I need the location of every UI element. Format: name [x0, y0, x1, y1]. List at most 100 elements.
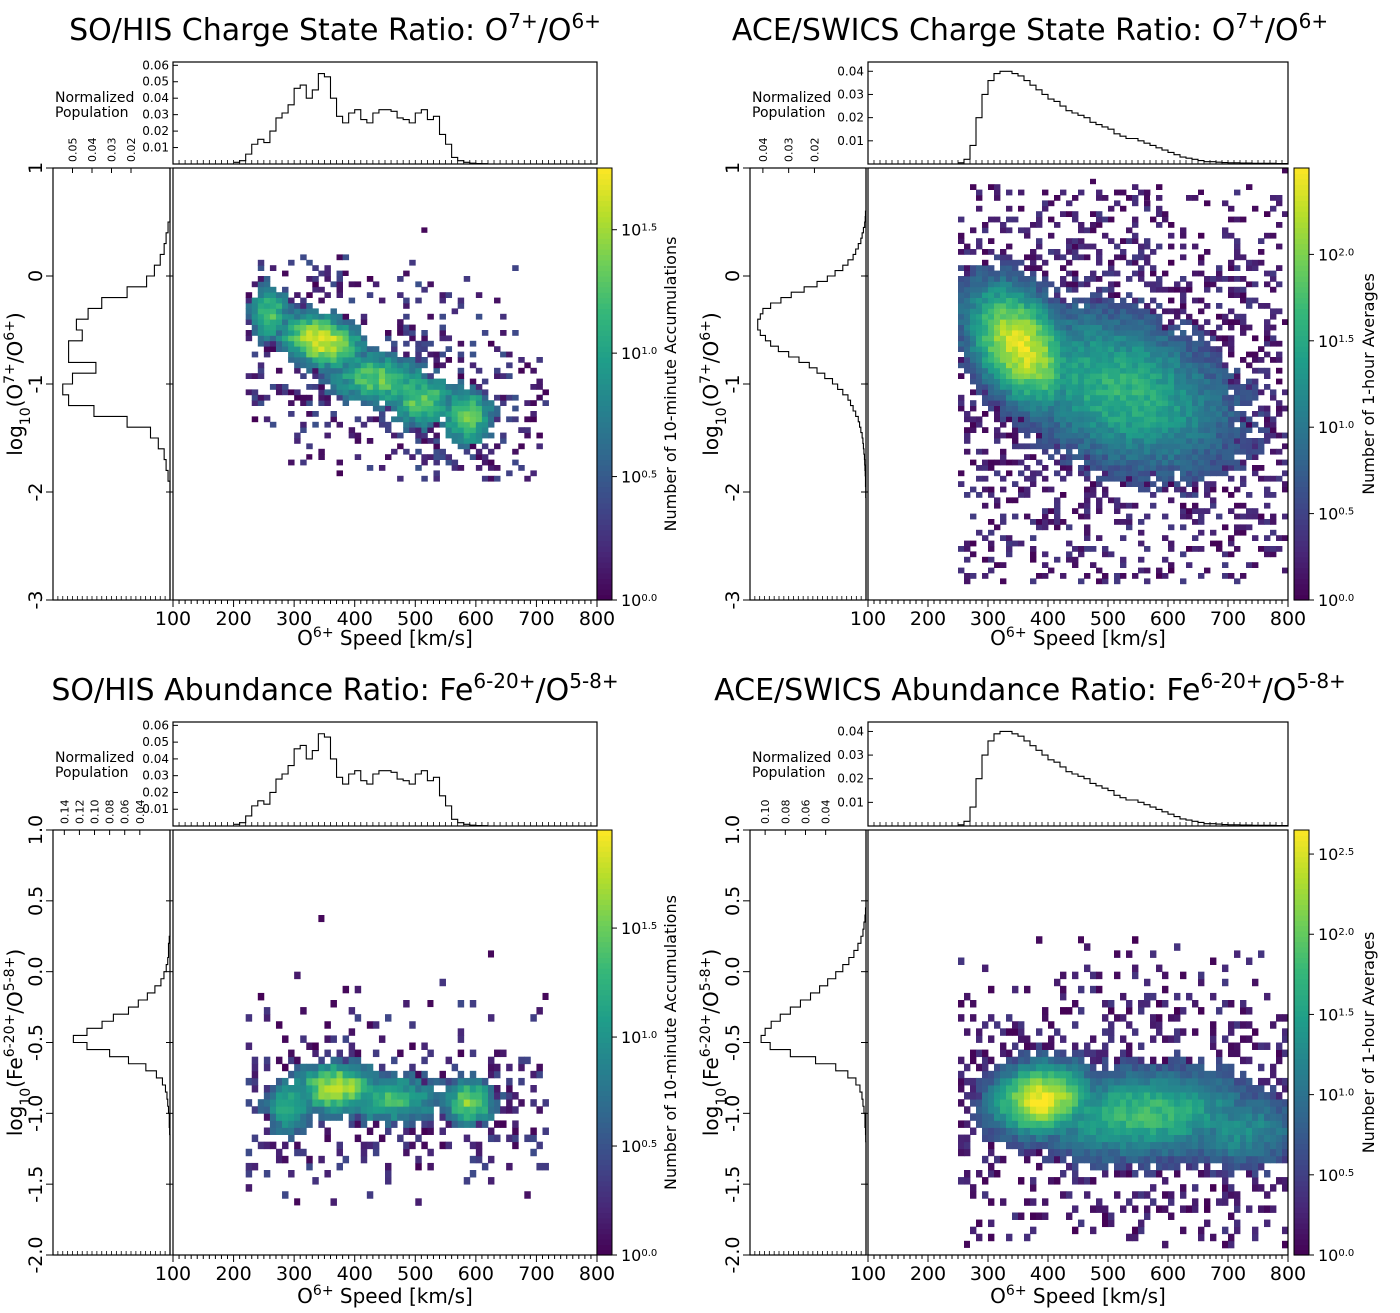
- heatmap-cell: [1066, 211, 1073, 217]
- heatmap-cell: [1126, 1113, 1133, 1121]
- heatmap-cell: [336, 1049, 343, 1058]
- heatmap-cell: [1060, 459, 1067, 466]
- heatmap-cell: [487, 400, 495, 406]
- heatmap-cell: [1156, 432, 1163, 439]
- heatmap-cell: [1024, 227, 1031, 234]
- heatmap-cell: [1120, 1099, 1127, 1107]
- heatmap-cell: [1222, 524, 1229, 531]
- x-tick-label: 800: [1270, 608, 1306, 630]
- heatmap-cell: [330, 340, 337, 347]
- heatmap-cell: [976, 362, 983, 369]
- heatmap-cell: [487, 1056, 495, 1065]
- heatmap-cell: [1204, 286, 1211, 293]
- heatmap-cell: [1048, 324, 1055, 331]
- heatmap-cell: [336, 254, 343, 261]
- heatmap-cell: [385, 1120, 392, 1128]
- heatmap-cell: [976, 313, 983, 320]
- heatmap-cell: [1036, 384, 1043, 390]
- heatmap-cell: [982, 502, 989, 509]
- heatmap-cell: [336, 389, 343, 396]
- heatmap-cell: [1156, 243, 1163, 250]
- heatmap-cell: [1198, 232, 1205, 239]
- heatmap-cell: [397, 400, 404, 406]
- heatmap-cell: [1072, 1162, 1079, 1171]
- heatmap-cell: [1132, 421, 1139, 428]
- heatmap-cell: [269, 1085, 277, 1093]
- heatmap-cell: [1036, 265, 1043, 271]
- heatmap-cell: [1270, 232, 1277, 239]
- heatmap-cell: [1198, 270, 1205, 277]
- heatmap-cell: [976, 346, 983, 352]
- colorbar-tick-label: 100.5: [1318, 505, 1354, 524]
- heatmap-cell: [372, 1099, 380, 1107]
- heatmap-cell: [1006, 551, 1013, 558]
- heatmap-cell: [1042, 319, 1049, 325]
- heatmap-cell: [397, 1049, 404, 1058]
- heatmap-cell: [1024, 384, 1031, 390]
- heatmap-cell: [1228, 394, 1235, 401]
- heatmap-cell: [1228, 540, 1235, 547]
- x-tick-label: 300: [276, 608, 312, 630]
- heatmap-cell: [1270, 389, 1277, 396]
- colorbar-segment: [597, 529, 612, 536]
- heatmap-cell: [1156, 276, 1163, 282]
- heatmap-cell: [1150, 502, 1157, 509]
- heatmap-cell: [1126, 1155, 1133, 1164]
- heatmap-cell: [475, 1092, 483, 1100]
- heatmap-cell: [1054, 1077, 1061, 1086]
- heatmap-cell: [451, 384, 459, 390]
- y-tick-label: 0: [722, 270, 744, 282]
- heatmap-cell: [1222, 411, 1229, 417]
- heatmap-cell: [1234, 216, 1241, 223]
- heatmap-cell: [970, 421, 977, 428]
- heatmap-cell: [1192, 330, 1199, 336]
- heatmap-cell: [524, 362, 531, 369]
- heatmap-cell: [306, 308, 313, 315]
- heatmap-cell: [1072, 1226, 1079, 1235]
- heatmap-cell: [1054, 308, 1061, 315]
- heatmap-cell: [1084, 443, 1091, 450]
- heatmap-cell: [1048, 421, 1055, 428]
- heatmap-cell: [536, 1141, 543, 1150]
- heatmap-cell: [988, 1106, 995, 1114]
- heatmap-cell: [1180, 508, 1187, 514]
- heatmap-cell: [976, 303, 983, 309]
- heatmap-cell: [1144, 205, 1151, 212]
- heatmap-cell: [1138, 367, 1145, 374]
- heatmap-cell: [257, 276, 265, 282]
- heatmap-cell: [1096, 1205, 1103, 1213]
- heatmap-cell: [1174, 448, 1181, 455]
- heatmap-cell: [988, 340, 995, 347]
- heatmap-cell: [1060, 443, 1067, 450]
- heatmap-cell: [1018, 1021, 1025, 1029]
- heatmap-cell: [1150, 216, 1157, 223]
- heatmap-cell: [1138, 416, 1145, 423]
- heatmap-cell: [1024, 985, 1031, 994]
- heatmap-cell: [1072, 1077, 1079, 1086]
- heatmap-cell: [1156, 378, 1163, 385]
- heatmap-cell: [1066, 1141, 1073, 1150]
- heatmap-cell: [300, 1063, 307, 1072]
- heatmap-cell: [1138, 319, 1145, 325]
- heatmap-cell: [1126, 303, 1133, 309]
- heatmap-cell: [324, 346, 331, 352]
- heatmap-cell: [312, 319, 319, 325]
- heatmap-cell: [1072, 1042, 1079, 1050]
- heatmap-cell: [378, 1092, 386, 1100]
- heatmap-cell: [457, 438, 465, 444]
- heatmap-cell: [330, 411, 337, 417]
- heatmap-cell: [366, 1021, 374, 1029]
- heatmap-cell: [1132, 438, 1139, 444]
- heatmap-cell: [354, 1070, 362, 1079]
- heatmap-cell: [245, 1184, 253, 1192]
- heatmap-cell: [1048, 1113, 1055, 1121]
- heatmap-cell: [1042, 367, 1049, 374]
- heatmap-cell: [385, 400, 392, 406]
- heatmap-cell: [1174, 389, 1181, 396]
- heatmap-cell: [1102, 270, 1109, 277]
- heatmap-cell: [439, 297, 446, 304]
- heatmap-cell: [1252, 411, 1259, 417]
- heatmap-cell: [481, 389, 489, 396]
- heatmap-cell: [330, 319, 337, 325]
- heatmap-cell: [1222, 335, 1229, 342]
